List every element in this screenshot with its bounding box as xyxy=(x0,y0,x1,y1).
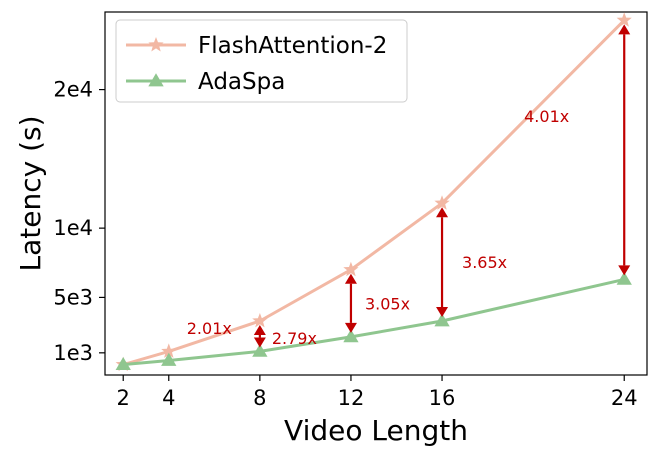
speedup-arrow: 2.79x xyxy=(253,324,317,348)
speedup-arrow: 3.05x xyxy=(344,273,410,333)
arrow-head-up xyxy=(436,207,449,218)
speedup-annotations: 2.01x 2.79x 3.05x 3.65x 4.01x xyxy=(187,24,631,348)
data-point xyxy=(616,12,632,27)
y-tick-label: 1e4 xyxy=(53,216,93,240)
series-line xyxy=(122,19,626,367)
data-point xyxy=(115,357,131,370)
data-point xyxy=(343,329,359,343)
speedup-label: 3.05x xyxy=(365,294,410,313)
x-tick-label: 24 xyxy=(611,386,638,410)
legend-item-flashattention-2: FlashAttention-2 xyxy=(126,33,387,59)
x-tick-label: 8 xyxy=(253,386,266,410)
legend-marker xyxy=(148,73,164,87)
arrow-head-up xyxy=(344,273,357,284)
x-tick-label: 2 xyxy=(117,386,130,410)
series xyxy=(115,12,632,372)
arrow-head-up xyxy=(618,24,631,35)
x-ticks: 2 4 8 12 16 24 xyxy=(117,375,638,410)
speedup-arrow: 2.01x xyxy=(187,319,232,338)
speedup-label: 3.65x xyxy=(462,253,507,272)
arrow-head-down xyxy=(344,322,357,333)
legend-box xyxy=(115,19,408,103)
data-point xyxy=(252,313,268,328)
x-tick-label: 4 xyxy=(162,386,175,410)
legend-item-adaspa: AdaSpa xyxy=(126,69,285,95)
y-tick-label: 2e4 xyxy=(53,78,93,102)
y-tick-label: 5e3 xyxy=(53,285,93,309)
data-point xyxy=(161,343,177,358)
data-point xyxy=(343,261,359,277)
legend-marker xyxy=(148,37,164,52)
arrow-head-down xyxy=(436,306,449,317)
y-axis-label: Latency (s) xyxy=(14,115,47,271)
arrow-head-up xyxy=(253,324,266,335)
data-point xyxy=(434,313,450,327)
x-tick-label: 12 xyxy=(338,386,365,410)
y-tick-label: 1e3 xyxy=(53,341,93,365)
legend: FlashAttention-2 AdaSpa xyxy=(115,19,408,103)
legend-label: AdaSpa xyxy=(198,69,285,95)
arrow-head-down xyxy=(253,337,266,348)
x-axis-label: Video Length xyxy=(284,414,468,447)
speedup-label: 4.01x xyxy=(524,107,569,126)
speedup-arrow: 3.65x xyxy=(436,207,507,317)
series-adaspa xyxy=(115,271,632,370)
data-point xyxy=(252,343,268,357)
speedup-label: 2.01x xyxy=(187,319,232,338)
data-point xyxy=(434,195,450,210)
arrow-head-down xyxy=(618,265,631,276)
data-point xyxy=(616,271,632,285)
y-ticks: 1e3 5e3 1e4 2e4 xyxy=(53,78,105,365)
speedup-arrow: 4.01x xyxy=(524,24,631,276)
x-tick-label: 16 xyxy=(429,386,456,410)
speedup-label: 2.79x xyxy=(272,329,317,348)
legend-label: FlashAttention-2 xyxy=(198,33,387,59)
data-point xyxy=(161,352,177,366)
series-line xyxy=(123,277,625,367)
plot-frame xyxy=(104,11,648,376)
